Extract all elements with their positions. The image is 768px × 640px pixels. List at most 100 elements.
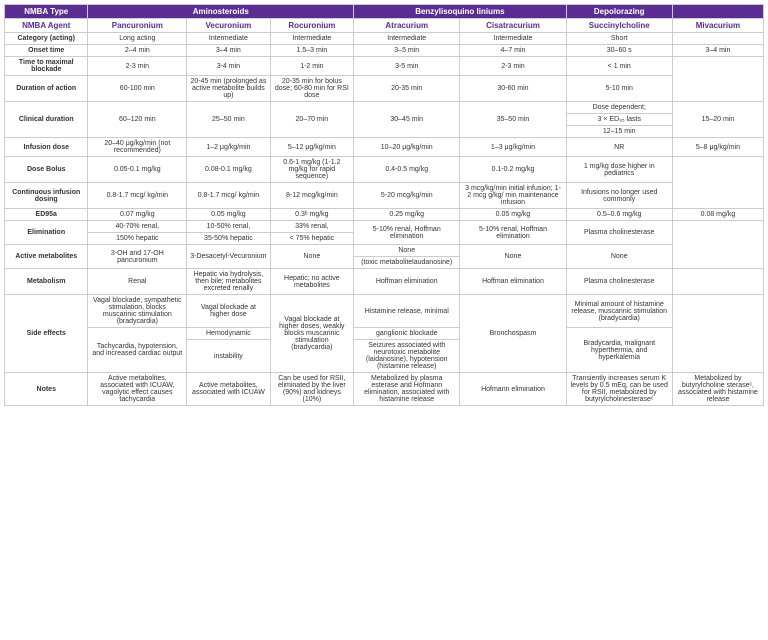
cell: Plasma cholinesterase [566,269,672,295]
cell: 3-4 min [187,57,270,76]
cell: Intermediate [354,33,460,45]
cell: Renal [88,269,187,295]
cell [672,269,763,295]
cell: 20–40 μg/kg/min (not recommended) [88,138,187,157]
cell: 0.8-1.7 mcg/ kg/min [88,183,187,209]
table-row: Duration of action 60-100 min 20-45 min … [5,76,764,102]
table-row: Side effects Vagal blockade, sympathetic… [5,295,764,328]
cell: 0.08-0.1 mg/kg [187,157,270,183]
cell: Hepatic; no active metabolites [270,269,353,295]
cell: 0.05 mg/kg [187,209,270,221]
nmba-table: NMBA Type Aminosteroids Benzylisoquino l… [4,4,764,406]
cell: 3–5 min [354,45,460,57]
cell: Seizures associated with neurotoxic meta… [354,340,460,373]
blank-header [672,5,763,19]
cell: < 1 min [566,57,672,76]
cell: Intermediate [270,33,353,45]
cell: < 75% hepatic [270,233,353,245]
cell: 25–50 min [187,102,270,138]
table-row: Clinical duration 60–120 min 25–50 min 2… [5,102,764,114]
cell: instability [187,340,270,373]
cell: 5-10 min [566,76,672,102]
row-label: Continuous infusion dosing [5,183,88,209]
depol-header: Depolorazing [566,5,672,19]
cell: Short [566,33,672,45]
cell: 3-Desacetyl-Vecuronium [187,245,270,269]
cell: 5–8 μg/kg/min [672,138,763,157]
cell [672,221,763,269]
cell: 60–120 min [88,102,187,138]
cell: Can be used for RSII, eliminated by the … [270,373,353,406]
cell: Vagal blockade at higher dose [187,295,270,328]
cell: Vagal blockade, sympathetic stimulation,… [88,295,187,328]
pancuronium-header: Pancuronium [88,19,187,33]
row-label: Active metabolites [5,245,88,269]
cell: 40-70% renal, [88,221,187,233]
table-row: Onset time 2–4 min 3–4 min 1.5–3 min 3–5… [5,45,764,57]
cell: Histamine release, minimal [354,295,460,328]
cell: Minimal amount of histamine release, mus… [566,295,672,328]
cell: Bradycardia, malignant hyperthermia, and… [566,328,672,373]
cell: 0.1-0.2 mg/kg [460,157,566,183]
cell: 20-35 min for bolus dose; 60-80 min for … [270,76,353,102]
atracurium-header: Atracurium [354,19,460,33]
cell: None [354,245,460,257]
cell: None [460,245,566,269]
cell: Metabolized by butyrylcholine steraseᶜ, … [672,373,763,406]
cell: 3-5 min [354,57,460,76]
cell: Plasma cholinesterase [566,221,672,245]
cell: 30–60 s [566,45,672,57]
header-type-row: NMBA Type Aminosteroids Benzylisoquino l… [5,5,764,19]
cell: Intermediate [460,33,566,45]
cell: 10-50% renal, [187,221,270,233]
cell: Hofmann elimination [460,373,566,406]
cell: (toxic metabolitelaudanosine) [354,257,460,269]
cell: Active metabolites, associated with ICUA… [187,373,270,406]
cell: 0.6-1 mg/kg (1-1.2 mg/kg for rapid seque… [270,157,353,183]
cell: None [566,245,672,269]
row-label: Dose Bolus [5,157,88,183]
cell: 1–2 μg/kg/min [187,138,270,157]
cell: 1-2 min [270,57,353,76]
cell: Metabolized by plasma esterase and Hofma… [354,373,460,406]
cell: NR [566,138,672,157]
cell: None [270,245,353,269]
cell: 0.05 mg/kg [460,209,566,221]
mivacurium-header: Mivacurium [672,19,763,33]
cell: 0.25 mg/kg [354,209,460,221]
benzyl-header: Benzylisoquino liniums [354,5,567,19]
row-label: Category (acting) [5,33,88,45]
table-row: Active metabolites 3-OH and 17-OH pancur… [5,245,764,257]
cell: 15–20 min [672,102,763,138]
table-row: Infusion dose 20–40 μg/kg/min (not recom… [5,138,764,157]
row-label: Infusion dose [5,138,88,157]
cell: 2-3 min [88,57,187,76]
cell: 0.3ᵇ mg/kg [270,209,353,221]
cell: 2–4 min [88,45,187,57]
row-label: Onset time [5,45,88,57]
table-row: ED95a 0.07 mg/kg 0.05 mg/kg 0.3ᵇ mg/kg 0… [5,209,764,221]
cell: Bronchospasm [460,295,566,373]
table-row: Notes Active metabolites, associated wit… [5,373,764,406]
cell: 150% hepatic [88,233,187,245]
cell: Hemodynamic [187,328,270,340]
cell: 8-12 mcg/kg/min [270,183,353,209]
cell: 1–3 μg/kg/min [460,138,566,157]
cell: Intermediate [187,33,270,45]
cell: 5-10% renal, Hoffman elimination [354,221,460,245]
table-row: Elimination 40-70% renal, 10-50% renal, … [5,221,764,233]
cell: 1.5–3 min [270,45,353,57]
cell [672,157,763,209]
cell [672,57,763,102]
nmba-agent-header: NMBA Agent [5,19,88,33]
cell: Long acting [88,33,187,45]
cell [672,33,763,45]
cell: 20-45 min (prolonged as active metabolit… [187,76,270,102]
table-row: Dose Bolus 0.05-0.1 mg/kg 0.08-0.1 mg/kg… [5,157,764,183]
cell: 0.05-0.1 mg/kg [88,157,187,183]
cell: Vagal blockade at higher doses, weakly b… [270,295,353,373]
row-label: Clinical duration [5,102,88,138]
row-label: Time to maximal blockade [5,57,88,76]
header-agent-row: NMBA Agent Pancuronium Vecuronium Rocuro… [5,19,764,33]
table-row: Tachycardia, hypotension, and increased … [5,328,764,340]
